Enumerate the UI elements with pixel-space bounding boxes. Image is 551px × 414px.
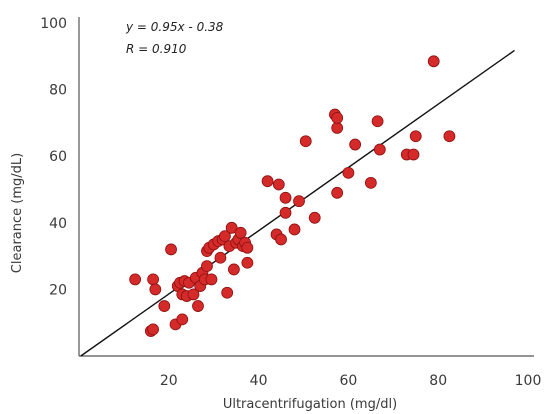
correlation-coefficient: R = 0.910 xyxy=(126,42,187,56)
data-point xyxy=(407,148,420,161)
data-point xyxy=(427,55,440,68)
data-point xyxy=(205,273,218,286)
data-point xyxy=(409,130,422,143)
data-point xyxy=(147,273,159,286)
data-point xyxy=(165,243,177,256)
data-point xyxy=(331,186,344,199)
data-point xyxy=(241,241,254,254)
data-point xyxy=(288,223,301,236)
data-point xyxy=(373,143,386,156)
data-point xyxy=(342,166,355,179)
data-point xyxy=(192,300,204,312)
data-point xyxy=(228,263,240,276)
x-tick-label: 100 xyxy=(515,373,542,389)
data-point xyxy=(275,233,287,246)
data-point xyxy=(308,211,321,224)
data-point xyxy=(364,176,377,189)
data-point xyxy=(293,195,305,208)
y-tick-label: 100 xyxy=(40,16,67,32)
data-point xyxy=(241,256,254,269)
axes xyxy=(78,17,534,357)
tick-labels: 20 40 60 80 100 20 40 60 80 100 xyxy=(40,16,541,389)
data-point xyxy=(221,286,234,299)
data-point xyxy=(225,221,238,234)
data-point xyxy=(279,206,292,219)
data-point xyxy=(279,191,292,204)
data-point xyxy=(214,251,227,264)
data-point xyxy=(331,112,344,124)
x-tick-label: 80 xyxy=(429,373,447,389)
x-tick-label: 40 xyxy=(250,373,268,389)
y-tick-label: 40 xyxy=(49,216,67,232)
data-point xyxy=(349,138,362,151)
data-point xyxy=(158,300,171,312)
data-point xyxy=(261,175,274,188)
y-tick-label: 20 xyxy=(49,282,67,298)
regression-equation: y = 0.95x - 0.38 xyxy=(125,20,224,34)
data-point xyxy=(234,226,247,239)
data-point xyxy=(371,115,384,128)
data-point xyxy=(187,288,200,301)
data-point xyxy=(201,260,213,272)
data-point xyxy=(219,230,231,243)
data-point xyxy=(176,313,189,326)
data-point xyxy=(129,273,142,286)
data-point xyxy=(443,130,456,143)
y-tick-label: 60 xyxy=(49,149,67,165)
data-point xyxy=(149,283,162,296)
y-tick-label: 80 xyxy=(49,83,67,99)
data-point xyxy=(331,121,344,134)
x-tick-label: 60 xyxy=(339,373,357,389)
data-point xyxy=(147,323,159,336)
data-point xyxy=(272,178,285,191)
data-point xyxy=(299,135,312,148)
x-tick-label: 20 xyxy=(160,373,178,389)
x-axis-title: Ultracentrifugation (mg/dl) xyxy=(223,397,397,412)
y-axis-title: Clearance (mg/dL) xyxy=(10,153,25,273)
data-points xyxy=(129,55,456,337)
